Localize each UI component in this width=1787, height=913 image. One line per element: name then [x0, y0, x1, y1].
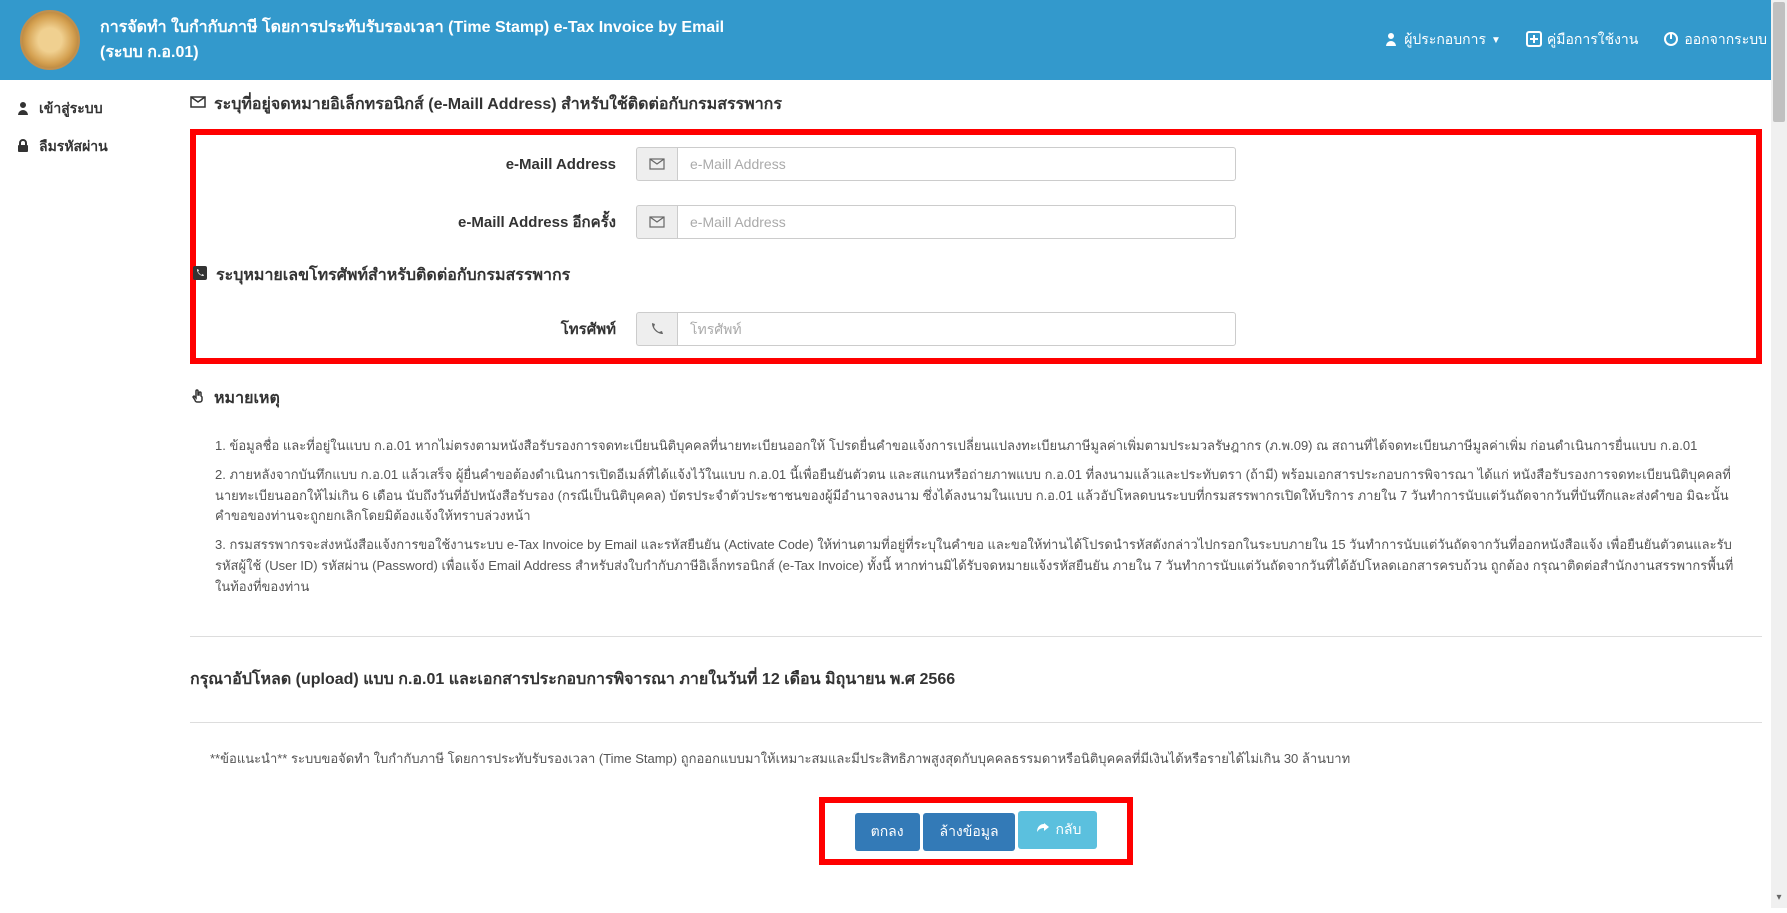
phone-input[interactable]	[677, 312, 1236, 346]
nav-operator-dropdown[interactable]: ผู้ประกอบการ ▼	[1383, 29, 1501, 51]
email-section-heading: ระบุที่อยู่จดหมายอิเล็กทรอนิกส์ (e-Maill…	[190, 80, 1762, 129]
email-row: e-Maill Address	[196, 135, 1756, 193]
email2-row: e-Maill Address อีกครั้ง	[196, 193, 1756, 251]
email2-addon-icon	[636, 205, 677, 239]
sidebar-forgot-label: ลืมรหัสผ่าน	[39, 136, 108, 158]
back-button[interactable]: กลับ	[1018, 811, 1097, 849]
note-3: 3. กรมสรรพากรจะส่งหนังสือแจ้งการขอใช้งาน…	[215, 535, 1737, 597]
main-content: ระบุที่อยู่จดหมายอิเล็กทรอนิกส์ (e-Maill…	[190, 80, 1787, 913]
header-title-block: การจัดทำ ใบกำกับภาษี โดยการประทับรับรองเ…	[100, 15, 1383, 65]
nav-logout-label: ออกจากระบบ	[1684, 29, 1767, 51]
header-title-line2: (ระบบ ก.อ.01)	[100, 40, 1383, 65]
phone-row: โทรศัพท์	[196, 300, 1756, 358]
ok-button[interactable]: ตกลง	[855, 813, 920, 851]
back-button-label: กลับ	[1055, 819, 1081, 841]
email-addon-icon	[636, 147, 677, 181]
nav-manual-link[interactable]: คู่มือการใช้งาน	[1526, 29, 1638, 51]
clear-button[interactable]: ล้างข้อมูล	[923, 813, 1014, 851]
email2-label: e-Maill Address อีกครั้ง	[196, 210, 636, 234]
notes-title: หมายเหตุ	[214, 386, 280, 411]
scrollbar-thumb[interactable]	[1773, 2, 1785, 122]
notes-heading: หมายเหตุ	[190, 374, 1762, 423]
phone-addon-icon	[636, 312, 677, 346]
scroll-down-arrow[interactable]: ▾	[1771, 892, 1787, 908]
phone-label: โทรศัพท์	[196, 317, 636, 341]
nav-operator-label: ผู้ประกอบการ	[1404, 29, 1486, 51]
email2-input[interactable]	[677, 205, 1236, 239]
share-icon	[1034, 820, 1050, 839]
phone-square-icon	[192, 265, 208, 286]
email-label: e-Maill Address	[196, 156, 636, 173]
ok-button-label: ตกลง	[871, 821, 904, 843]
envelope-icon	[190, 94, 206, 115]
highlight-box-buttons: ตกลง ล้างข้อมูล กลับ	[819, 797, 1134, 866]
lock-icon	[15, 138, 31, 157]
advice-text: **ข้อแนะนำ** ระบบขอจัดทำ ใบกำกับภาษี โดย…	[190, 738, 1762, 779]
power-icon	[1663, 31, 1679, 50]
notes-section: หมายเหตุ 1. ข้อมูลชื่อ และที่อยู่ในแบบ ก…	[190, 364, 1762, 621]
header-title-line1: การจัดทำ ใบกำกับภาษี โดยการประทับรับรองเ…	[100, 15, 1383, 40]
email-section-title: ระบุที่อยู่จดหมายอิเล็กทรอนิกส์ (e-Maill…	[214, 92, 782, 117]
nav-logout-link[interactable]: ออกจากระบบ	[1663, 29, 1767, 51]
plus-square-icon	[1526, 31, 1542, 50]
email-input[interactable]	[677, 147, 1236, 181]
sidebar: เข้าสู่ระบบ ลืมรหัสผ่าน	[0, 80, 190, 913]
user-icon	[15, 100, 31, 119]
sidebar-login-label: เข้าสู่ระบบ	[39, 98, 103, 120]
upload-heading: กรุณาอัปโหลด (upload) แบบ ก.อ.01 และเอกส…	[190, 652, 1762, 707]
highlight-box-inputs: e-Maill Address e-Maill Address อีกครั้ง	[190, 129, 1762, 364]
button-row: ตกลง ล้างข้อมูล กลับ	[190, 779, 1762, 884]
note-1: 1. ข้อมูลชื่อ และที่อยู่ในแบบ ก.อ.01 หาก…	[215, 436, 1737, 457]
phone-section-title: ระบุหมายเลขโทรศัพท์สำหรับติดต่อกับกรมสรร…	[216, 263, 570, 288]
app-logo	[20, 10, 80, 70]
app-header: การจัดทำ ใบกำกับภาษี โดยการประทับรับรองเ…	[0, 0, 1787, 80]
caret-down-icon: ▼	[1491, 35, 1501, 46]
sidebar-login[interactable]: เข้าสู่ระบบ	[0, 90, 190, 128]
header-nav: ผู้ประกอบการ ▼ คู่มือการใช้งาน ออกจากระบ…	[1383, 29, 1767, 51]
clear-button-label: ล้างข้อมูล	[939, 821, 998, 843]
sidebar-forgot-password[interactable]: ลืมรหัสผ่าน	[0, 128, 190, 166]
scrollbar[interactable]: ▴ ▾	[1771, 0, 1787, 908]
nav-manual-label: คู่มือการใช้งาน	[1547, 29, 1638, 51]
phone-section-heading: ระบุหมายเลขโทรศัพท์สำหรับติดต่อกับกรมสรร…	[196, 251, 1756, 300]
note-2: 2. ภายหลังจากบันทึกแบบ ก.อ.01 แล้วเสร็จ …	[215, 465, 1737, 527]
user-icon	[1383, 31, 1399, 50]
hand-point-icon	[190, 388, 206, 409]
divider-1	[190, 636, 1762, 637]
divider-2	[190, 722, 1762, 723]
